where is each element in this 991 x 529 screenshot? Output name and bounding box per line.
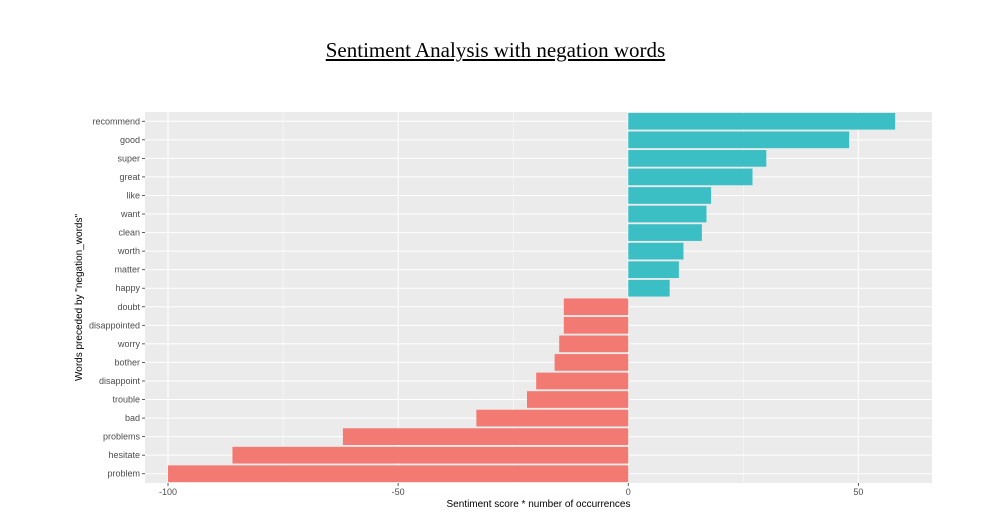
y-tick-label: problem	[107, 469, 140, 479]
y-axis-title: Words preceded by "negation_words"	[74, 214, 85, 381]
bar-hesitate	[232, 446, 629, 464]
y-tick-label: clean	[118, 228, 140, 238]
y-tick-label: trouble	[112, 395, 140, 405]
x-tick-label: 50	[853, 487, 863, 497]
y-tick-label: happy	[115, 283, 140, 293]
bar-bother	[554, 354, 629, 371]
bar-good	[628, 131, 850, 149]
y-tick-label: want	[120, 209, 141, 219]
bar-worry	[559, 335, 629, 353]
y-tick-label: great	[119, 172, 140, 182]
bar-disappointed	[563, 316, 629, 334]
chart-title: Sentiment Analysis with negation words	[325, 38, 666, 62]
bar-want	[628, 205, 707, 223]
plot-panel	[145, 112, 932, 483]
bar-doubt	[563, 298, 629, 316]
x-tick-label: 0	[626, 487, 631, 497]
y-tick-label: good	[120, 135, 140, 145]
y-tick-label: hesitate	[108, 450, 140, 460]
y-tick-label: bother	[114, 357, 140, 367]
x-tick-label: -100	[159, 487, 177, 497]
bar-problem	[168, 465, 629, 483]
y-tick-label: super	[117, 153, 140, 163]
bar-trouble	[526, 391, 629, 408]
y-tick-label: worry	[117, 339, 140, 349]
y-tick-label: bad	[125, 413, 140, 423]
x-axis-title: Sentiment score * number of occurrences	[447, 499, 631, 510]
bar-recommend	[628, 112, 896, 130]
y-tick-label: like	[126, 190, 140, 200]
y-tick-label: worth	[117, 246, 140, 256]
bar-worth	[628, 242, 684, 260]
y-tick-label: recommend	[92, 116, 140, 126]
bar-disappoint	[536, 372, 629, 390]
y-tick-label: matter	[114, 265, 140, 275]
bar-like	[628, 187, 712, 204]
y-tick-label: problems	[103, 432, 141, 442]
bar-problems	[342, 428, 629, 445]
bar-great	[628, 168, 753, 186]
y-tick-label: disappoint	[99, 376, 141, 386]
y-tick-label: disappointed	[89, 320, 140, 330]
bar-happy	[628, 279, 670, 297]
bar-bad	[476, 409, 629, 427]
bars	[168, 112, 896, 483]
bar-clean	[628, 224, 702, 241]
x-tick-label: -50	[392, 487, 405, 497]
x-axis-ticks: -100 -50 0 50	[159, 483, 863, 497]
y-tick-label: doubt	[117, 302, 140, 312]
bar-super	[628, 150, 767, 167]
y-axis-ticks: recommend good super great like want clean wort…	[89, 116, 145, 479]
bar-matter	[628, 261, 679, 279]
